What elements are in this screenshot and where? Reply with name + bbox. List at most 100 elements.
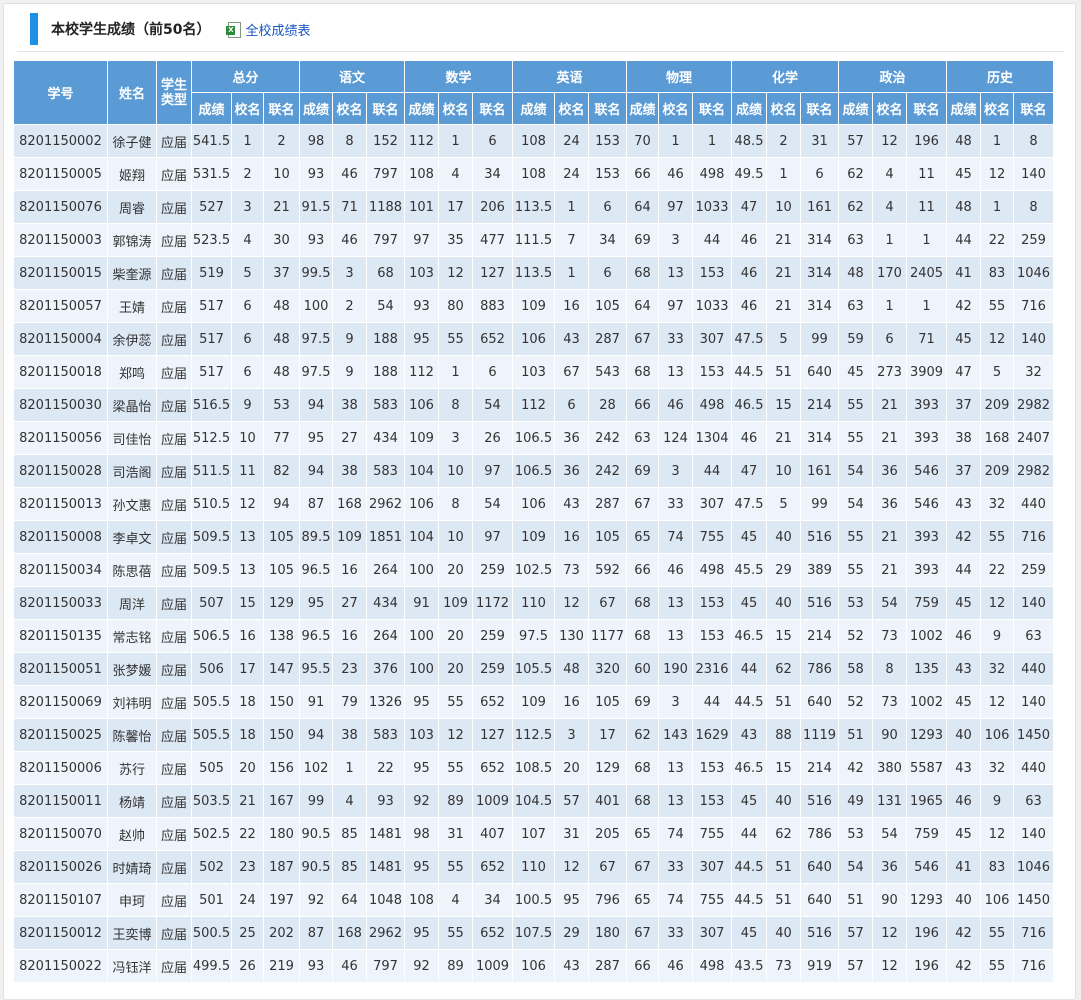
table-row: 8201150013 孙文惠 应届 510.5 12 94 87 168 2962 106 8 54 1… xyxy=(13,487,1054,521)
score-cell: 6 xyxy=(231,355,264,389)
score-cell: 67 xyxy=(588,586,627,620)
metric-header: 校名 xyxy=(766,92,801,125)
table-row: 8201150135 常志铭 应届 506.5 16 138 96.5 16 264 100 20 2… xyxy=(13,619,1054,653)
score-cell: 786 xyxy=(800,817,839,851)
score-cell: 29 xyxy=(766,553,801,587)
score-cell: 93 xyxy=(299,949,333,983)
score-cell: 307 xyxy=(692,322,732,356)
score-cell: 477 xyxy=(472,223,513,257)
score-cell: 110 xyxy=(512,850,555,884)
score-cell: 505.5 xyxy=(191,718,232,752)
score-cell: 103 xyxy=(512,355,555,389)
score-cell: 152 xyxy=(366,124,405,158)
score-cell: 45 xyxy=(946,157,981,191)
score-cell: 209 xyxy=(980,454,1014,488)
student-type-cell: 应届 xyxy=(156,157,192,191)
score-cell: 506 xyxy=(191,652,232,686)
score-cell: 5 xyxy=(231,256,264,290)
score-cell: 259 xyxy=(472,619,513,653)
score-cell: 60 xyxy=(626,652,659,686)
score-cell: 140 xyxy=(1013,157,1054,191)
score-cell: 786 xyxy=(800,652,839,686)
student-type-cell: 应届 xyxy=(156,124,192,158)
student-name-cell: 周睿 xyxy=(107,190,157,224)
score-cell: 17 xyxy=(588,718,627,752)
score-cell: 46 xyxy=(731,289,767,323)
score-cell: 242 xyxy=(588,421,627,455)
excel-file-icon[interactable]: X xyxy=(226,21,242,38)
score-cell: 89.5 xyxy=(299,520,333,554)
score-cell: 5587 xyxy=(906,751,947,785)
score-cell: 129 xyxy=(263,586,300,620)
score-cell: 507 xyxy=(191,586,232,620)
score-cell: 1 xyxy=(980,190,1014,224)
score-cell: 8 xyxy=(872,652,907,686)
score-cell: 1 xyxy=(906,289,947,323)
score-cell: 41 xyxy=(946,850,981,884)
score-cell: 82 xyxy=(263,454,300,488)
student-type-cell: 应届 xyxy=(156,586,192,620)
score-cell: 2 xyxy=(332,289,367,323)
score-cell: 143 xyxy=(658,718,693,752)
score-cell: 205 xyxy=(588,817,627,851)
score-cell: 103 xyxy=(404,256,439,290)
score-cell: 6 xyxy=(472,124,513,158)
student-name-cell: 司佳怡 xyxy=(107,421,157,455)
score-cell: 287 xyxy=(588,487,627,521)
score-cell: 519 xyxy=(191,256,232,290)
score-cell: 12 xyxy=(438,718,473,752)
score-cell: 36 xyxy=(872,850,907,884)
score-cell: 108 xyxy=(404,883,439,917)
score-cell: 37 xyxy=(946,454,981,488)
score-cell: 45.5 xyxy=(731,553,767,587)
score-cell: 38 xyxy=(332,388,367,422)
score-cell: 16 xyxy=(554,289,589,323)
score-cell: 47.5 xyxy=(731,487,767,521)
score-cell: 97 xyxy=(658,289,693,323)
score-cell: 17 xyxy=(231,652,264,686)
score-cell: 90 xyxy=(872,883,907,917)
subject-header: 语文 xyxy=(299,60,405,93)
score-cell: 62 xyxy=(626,718,659,752)
score-cell: 91 xyxy=(404,586,439,620)
score-cell: 196 xyxy=(906,124,947,158)
score-cell: 94 xyxy=(299,454,333,488)
score-cell: 3 xyxy=(332,256,367,290)
score-cell: 21 xyxy=(766,223,801,257)
score-cell: 502 xyxy=(191,850,232,884)
student-id-cell: 8201150015 xyxy=(13,256,108,290)
score-cell: 66 xyxy=(626,388,659,422)
score-cell: 46 xyxy=(332,157,367,191)
score-cell: 18 xyxy=(231,718,264,752)
score-cell: 188 xyxy=(366,355,405,389)
table-row: 8201150070 赵帅 应届 502.5 22 180 90.5 85 1481 98 31 40… xyxy=(13,817,1054,851)
score-cell: 105 xyxy=(588,289,627,323)
score-cell: 1002 xyxy=(906,685,947,719)
score-cell: 43 xyxy=(554,487,589,521)
score-cell: 4 xyxy=(438,157,473,191)
student-type-cell: 应届 xyxy=(156,949,192,983)
score-cell: 26 xyxy=(231,949,264,983)
score-cell: 96.5 xyxy=(299,619,333,653)
score-cell: 407 xyxy=(472,817,513,851)
score-cell: 46 xyxy=(332,949,367,983)
score-cell: 138 xyxy=(263,619,300,653)
student-name-cell: 余伊蕊 xyxy=(107,322,157,356)
score-cell: 105 xyxy=(263,553,300,587)
score-cell: 68 xyxy=(626,751,659,785)
score-cell: 755 xyxy=(692,520,732,554)
score-cell: 140 xyxy=(1013,685,1054,719)
score-cell: 63 xyxy=(838,289,873,323)
score-cell: 516 xyxy=(800,784,839,818)
score-cell: 214 xyxy=(800,388,839,422)
school-scores-link[interactable]: 全校成绩表 xyxy=(245,23,311,39)
score-cell: 48 xyxy=(263,355,300,389)
score-cell: 1 xyxy=(554,256,589,290)
score-cell: 10 xyxy=(766,454,801,488)
score-cell: 62 xyxy=(766,652,801,686)
score-cell: 273 xyxy=(872,355,907,389)
score-cell: 393 xyxy=(906,421,947,455)
table-row: 8201150015 柴奎源 应届 519 5 37 99.5 3 68 103 12 127 113.… xyxy=(13,256,1054,290)
score-cell: 153 xyxy=(692,586,732,620)
score-cell: 4 xyxy=(231,223,264,257)
